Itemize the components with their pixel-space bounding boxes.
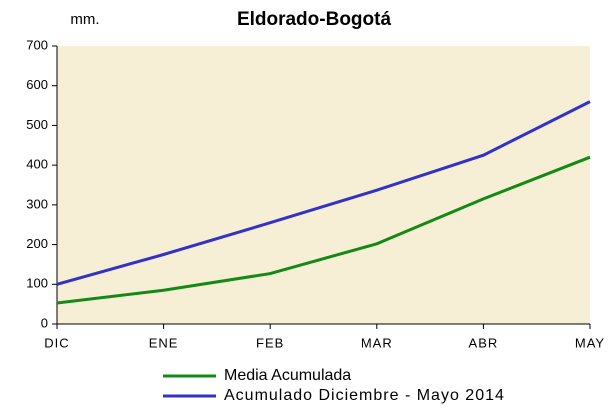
y-tick-label: 200 bbox=[26, 236, 48, 251]
x-tick-label: DIC bbox=[44, 335, 69, 350]
series-line bbox=[56, 100, 591, 286]
plot-area bbox=[57, 46, 590, 324]
y-tick-label: 0 bbox=[41, 315, 48, 330]
y-axis-label: mm. bbox=[70, 11, 99, 28]
x-tick-label: MAY bbox=[575, 335, 605, 350]
x-tick-label: MAR bbox=[361, 335, 393, 350]
y-tick-label: 400 bbox=[26, 157, 48, 172]
y-tick-label: 600 bbox=[26, 77, 48, 92]
y-tick-label: 500 bbox=[26, 117, 48, 132]
x-tick-label: ABR bbox=[469, 335, 499, 350]
legend-label: Media Acumulada bbox=[224, 367, 351, 384]
series-line bbox=[56, 155, 591, 305]
x-tick-label: FEB bbox=[256, 335, 284, 350]
y-tick-label: 100 bbox=[26, 276, 48, 291]
y-tick-label: 700 bbox=[26, 37, 48, 52]
chart-title: Eldorado-Bogotá bbox=[237, 9, 392, 30]
legend-label: Acumulado Diciembre - Mayo 2014 bbox=[224, 387, 505, 404]
y-tick-label: 300 bbox=[26, 196, 48, 211]
x-tick-label: ENE bbox=[149, 335, 179, 350]
